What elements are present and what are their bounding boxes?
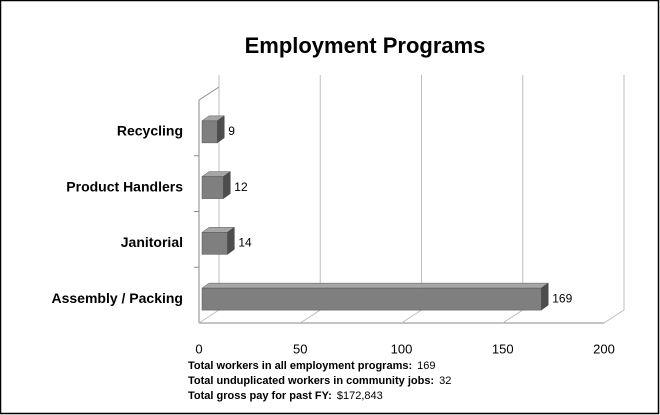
bar-top (201, 282, 550, 289)
bar-side (223, 171, 231, 200)
bar-face (201, 176, 224, 199)
x-tick-label: 50 (293, 341, 307, 356)
x-tick-label: 100 (391, 341, 413, 356)
x-tick-label: 200 (593, 341, 615, 356)
annotation-label: Total gross pay for past FY: (188, 390, 332, 402)
annotation-value: 32 (439, 375, 451, 387)
bar (201, 226, 236, 255)
bar (201, 115, 226, 144)
bar-face (201, 287, 542, 311)
annotation: Total unduplicated workers in community … (188, 375, 451, 387)
annotation: Total workers in all employment programs… (188, 360, 435, 372)
y-tick-label: Recycling (117, 123, 183, 139)
bar-face (201, 120, 218, 144)
annotation: Total gross pay for past FY: $172,843 (188, 390, 383, 402)
annotation-value: 169 (417, 360, 435, 372)
grid-line (299, 309, 321, 324)
grid-line (401, 309, 422, 324)
value-label: 169 (552, 291, 572, 305)
annotation-label: Total unduplicated workers in community … (188, 375, 434, 387)
annotation-value: $172,843 (337, 390, 383, 402)
chart-title: Employment Programs (245, 33, 486, 58)
y-tick-label: Janitorial (121, 234, 183, 250)
grid-line (603, 309, 625, 324)
bar-side (216, 115, 225, 144)
bar-side (227, 226, 235, 255)
axis-line (198, 86, 220, 101)
bar (201, 282, 550, 311)
x-tick-label: 0 (195, 341, 202, 356)
value-label: 12 (234, 180, 248, 194)
bar (201, 171, 232, 200)
value-label: 14 (238, 236, 252, 250)
grid-line (502, 309, 524, 324)
x-tick-label: 150 (492, 341, 514, 356)
y-tick-label: Product Handlers (66, 178, 183, 194)
annotation-label: Total workers in all employment programs… (188, 360, 412, 372)
y-tick-label: Assembly / Packing (51, 290, 183, 306)
value-label: 9 (228, 124, 235, 138)
bar-side (540, 282, 549, 311)
grid-line (198, 309, 220, 324)
bar-face (201, 232, 228, 255)
